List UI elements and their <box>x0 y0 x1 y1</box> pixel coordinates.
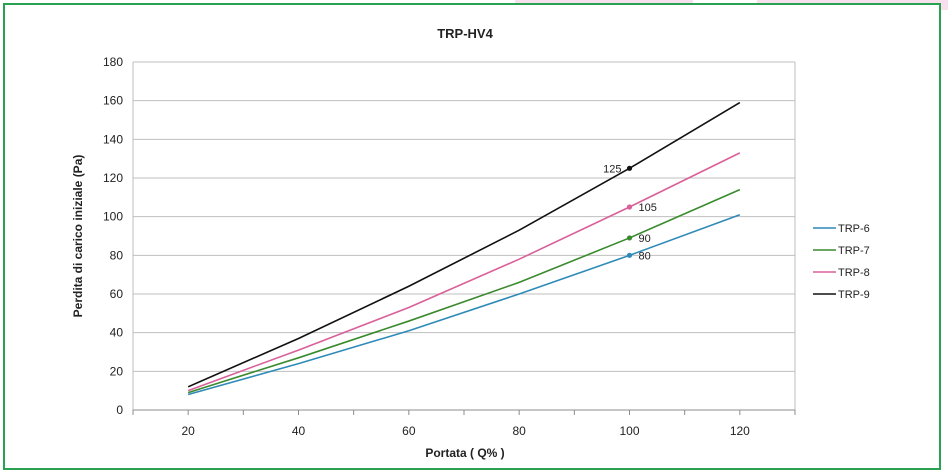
series-line-trp-6 <box>187 213 741 396</box>
series-line-trp-8 <box>187 152 741 392</box>
annotation-label-105: 105 <box>639 202 657 214</box>
x-axis-title: Portata ( Q% ) <box>425 446 504 460</box>
y-tick-label: 80 <box>110 248 124 262</box>
x-tick-label: 120 <box>730 424 750 438</box>
x-tick-label: 60 <box>402 424 416 438</box>
y-tick-label: 180 <box>103 55 123 69</box>
x-tick-label: 40 <box>292 424 306 438</box>
annotation-label-90: 90 <box>639 233 651 245</box>
legend-label-trp-6: TRP-6 <box>838 223 870 235</box>
legend-label-trp-7: TRP-7 <box>838 245 870 257</box>
y-tick-label: 0 <box>116 403 123 417</box>
legend: TRP-6 TRP-7 TRP-8 TRP-9 <box>813 223 870 301</box>
chart-frame <box>3 3 941 470</box>
axes: 0 20 40 60 80 100 120 140 160 180 20 40 60 80 100 120 <box>103 55 796 438</box>
annotation-marker-125 <box>626 165 633 171</box>
legend-label-trp-9: TRP-9 <box>838 289 870 301</box>
x-tick-label: 100 <box>619 424 639 438</box>
y-tick-label: 120 <box>103 171 123 185</box>
y-tick-label: 100 <box>103 210 123 224</box>
annotations: 125 105 90 80 <box>603 163 657 262</box>
y-tick-label: 140 <box>103 132 123 146</box>
y-tick-label: 20 <box>110 364 124 378</box>
y-tick-label: 160 <box>103 94 123 108</box>
annotation-label-125: 125 <box>603 163 621 175</box>
grid <box>133 61 795 411</box>
annotation-marker-105 <box>626 204 633 210</box>
y-tick-label: 60 <box>110 287 124 301</box>
annotation-marker-80 <box>626 252 633 258</box>
series-group <box>187 101 741 396</box>
series-line-trp-7 <box>187 188 741 394</box>
chart-title: TRP-HV4 <box>437 26 493 41</box>
y-axis-title: Perdita di carico iniziale (Pa) <box>71 155 85 318</box>
annotation-marker-90 <box>626 235 633 241</box>
y-tick-label: 40 <box>110 326 124 340</box>
x-tick-label: 20 <box>181 424 195 438</box>
annotation-label-80: 80 <box>639 250 651 262</box>
legend-label-trp-8: TRP-8 <box>838 267 870 279</box>
series-line-trp-9 <box>187 101 741 388</box>
x-tick-label: 80 <box>512 424 526 438</box>
